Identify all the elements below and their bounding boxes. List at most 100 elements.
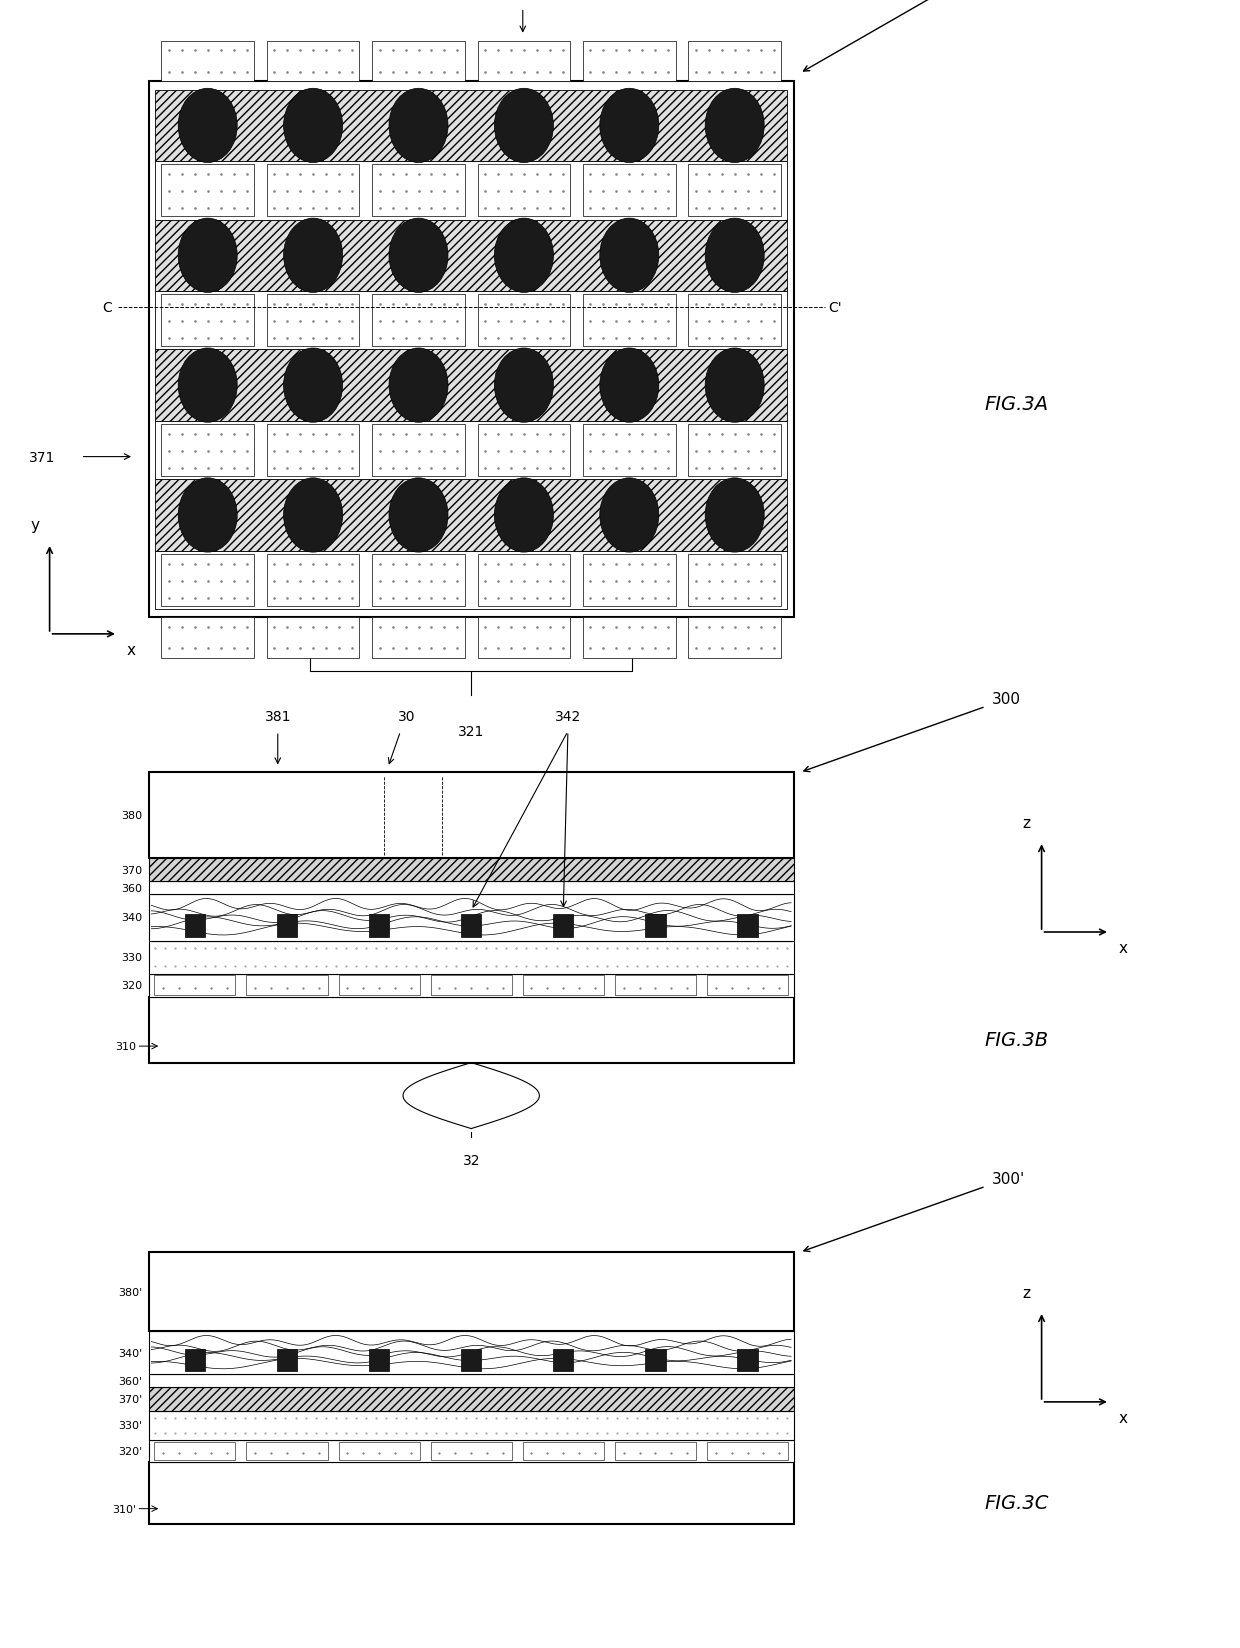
Bar bbox=[461, 915, 481, 938]
Bar bbox=[553, 1350, 573, 1371]
Bar bbox=[615, 1442, 696, 1460]
Text: x: x bbox=[126, 643, 135, 658]
Bar bbox=[583, 41, 676, 82]
Text: 30: 30 bbox=[398, 710, 415, 723]
Bar bbox=[149, 1411, 794, 1440]
Ellipse shape bbox=[600, 89, 658, 163]
Bar bbox=[149, 859, 794, 882]
Ellipse shape bbox=[495, 89, 553, 163]
Text: C': C' bbox=[828, 300, 842, 315]
Ellipse shape bbox=[600, 478, 658, 552]
Bar bbox=[155, 480, 787, 552]
Bar bbox=[430, 976, 512, 995]
Bar bbox=[339, 1442, 419, 1460]
Ellipse shape bbox=[600, 349, 658, 424]
Bar bbox=[154, 1442, 236, 1460]
Bar bbox=[149, 997, 794, 1063]
Bar bbox=[372, 425, 465, 476]
Bar bbox=[583, 618, 676, 659]
Bar bbox=[267, 41, 360, 82]
Bar bbox=[523, 1442, 604, 1460]
Ellipse shape bbox=[389, 89, 448, 163]
Bar bbox=[155, 422, 787, 480]
Bar bbox=[155, 292, 787, 349]
Ellipse shape bbox=[284, 219, 342, 293]
Bar bbox=[161, 618, 254, 659]
Bar bbox=[267, 555, 360, 606]
Bar bbox=[738, 915, 758, 938]
Bar bbox=[161, 165, 254, 218]
Bar bbox=[185, 1350, 205, 1371]
Bar bbox=[155, 221, 787, 292]
Bar bbox=[372, 555, 465, 606]
Ellipse shape bbox=[179, 219, 237, 293]
Bar bbox=[370, 1350, 389, 1371]
Bar bbox=[161, 425, 254, 476]
Bar bbox=[372, 618, 465, 659]
Bar bbox=[583, 425, 676, 476]
Bar bbox=[688, 555, 781, 606]
Bar bbox=[149, 882, 794, 895]
Bar bbox=[688, 165, 781, 218]
Bar bbox=[553, 915, 573, 938]
Bar bbox=[615, 976, 696, 995]
Bar bbox=[707, 976, 789, 995]
Bar bbox=[149, 941, 794, 974]
Bar bbox=[645, 1350, 666, 1371]
Bar bbox=[477, 41, 570, 82]
Bar bbox=[247, 1442, 327, 1460]
Ellipse shape bbox=[179, 478, 237, 552]
Bar bbox=[267, 425, 360, 476]
Bar bbox=[149, 773, 794, 859]
Ellipse shape bbox=[179, 89, 237, 163]
Text: 340': 340' bbox=[118, 1348, 143, 1358]
Bar bbox=[339, 976, 419, 995]
Text: 32: 32 bbox=[463, 1154, 480, 1167]
Bar bbox=[155, 162, 787, 221]
Text: x: x bbox=[1118, 1411, 1127, 1426]
Bar bbox=[523, 976, 604, 995]
Bar bbox=[583, 165, 676, 218]
Text: FIG.3B: FIG.3B bbox=[985, 1030, 1049, 1050]
Text: 321: 321 bbox=[458, 725, 485, 738]
Bar bbox=[155, 351, 787, 422]
Bar bbox=[161, 41, 254, 82]
Bar bbox=[477, 295, 570, 346]
Ellipse shape bbox=[495, 478, 553, 552]
Bar bbox=[477, 165, 570, 218]
Bar bbox=[477, 425, 570, 476]
Bar bbox=[185, 915, 205, 938]
Bar bbox=[645, 915, 666, 938]
Ellipse shape bbox=[389, 349, 448, 424]
Text: 370': 370' bbox=[118, 1394, 143, 1404]
Bar bbox=[149, 1332, 794, 1374]
Bar bbox=[430, 1442, 512, 1460]
Ellipse shape bbox=[495, 219, 553, 293]
Text: FIG.3A: FIG.3A bbox=[985, 394, 1049, 414]
Text: 380': 380' bbox=[118, 1287, 143, 1297]
Bar bbox=[155, 91, 787, 162]
Text: 330: 330 bbox=[122, 953, 143, 962]
Ellipse shape bbox=[706, 89, 764, 163]
Text: C: C bbox=[102, 300, 112, 315]
Bar bbox=[477, 555, 570, 606]
Text: x: x bbox=[1118, 941, 1127, 956]
Text: 300: 300 bbox=[992, 691, 1021, 707]
Bar bbox=[247, 976, 327, 995]
Text: 380: 380 bbox=[122, 811, 143, 821]
Bar bbox=[277, 915, 298, 938]
Bar bbox=[149, 1374, 794, 1388]
Bar bbox=[688, 41, 781, 82]
Ellipse shape bbox=[284, 349, 342, 424]
Text: 360': 360' bbox=[119, 1376, 143, 1386]
Text: y: y bbox=[30, 517, 40, 532]
Bar bbox=[372, 295, 465, 346]
Bar bbox=[149, 1462, 794, 1524]
Bar bbox=[477, 618, 570, 659]
Text: 340: 340 bbox=[122, 913, 143, 923]
Ellipse shape bbox=[706, 478, 764, 552]
Ellipse shape bbox=[284, 478, 342, 552]
Ellipse shape bbox=[600, 219, 658, 293]
Bar bbox=[370, 915, 389, 938]
Text: 360: 360 bbox=[122, 883, 143, 893]
